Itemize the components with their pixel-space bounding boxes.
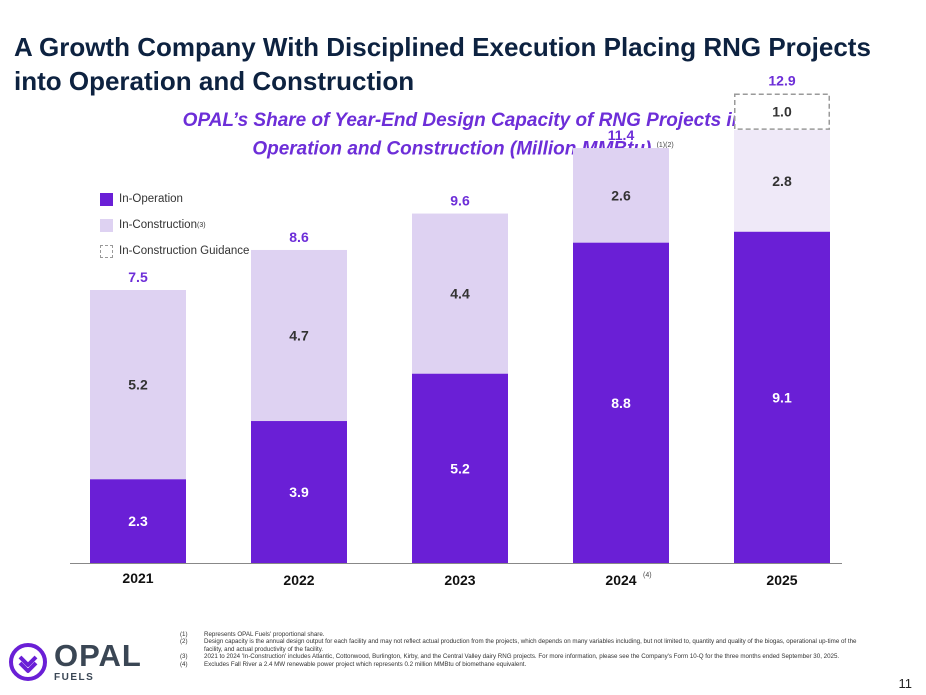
data-label-construction-2025: 2.8 <box>772 173 792 189</box>
data-label-guidance-2025: 1.0 <box>772 104 792 120</box>
footnote-number: (1) <box>180 631 188 638</box>
total-label-2023: 9.6 <box>450 193 470 209</box>
footnote-text: 2021 to 2024 'In-Construction' includes … <box>204 653 840 661</box>
footnote-4: (4) Excludes Fall River a 2.4 MW renewabl… <box>180 661 870 668</box>
bar-in-operation-2024 <box>573 242 669 563</box>
data-label-construction-2021: 5.2 <box>128 377 148 393</box>
x-tick-label-2024: 2024 <box>605 572 636 588</box>
bar-in-operation-2023 <box>412 373 508 563</box>
legend-swatch-guidance <box>100 244 113 258</box>
bar-in-construction-2022 <box>251 249 347 422</box>
legend-label-guidance: In-Construction Guidance <box>119 245 250 257</box>
data-label-operation-2024: 8.8 <box>611 395 631 411</box>
subtitle-footnote-refs: (1)(2) <box>656 142 674 149</box>
opal-logo-icon <box>9 643 47 681</box>
page-title: A Growth Company With Disciplined Execut… <box>14 32 871 96</box>
footnote-text: Represents OPAL Fuels' proportional shar… <box>204 631 325 638</box>
legend-construction-footnote: (3) <box>196 221 206 229</box>
legend-label-construction: In-Construction <box>119 219 197 231</box>
x-tick-label-2022: 2022 <box>283 572 314 588</box>
data-label-operation-2023: 5.2 <box>450 460 470 476</box>
logo-wordmark: OPAL <box>54 638 142 673</box>
footnote-1: (1) Represents OPAL Fuels' proportional s… <box>180 631 870 638</box>
data-label-operation-2021: 2.3 <box>128 513 148 529</box>
footnote-number: (4) <box>180 660 188 668</box>
subtitle-line-2: Operation and Construction (Million MMBt… <box>252 138 652 160</box>
bar-guidance-2025 <box>734 93 830 130</box>
data-label-construction-2022: 4.7 <box>289 328 309 344</box>
footnote-text: Excludes Fall River a 2.4 MW renewable p… <box>204 660 527 668</box>
bar-in-construction-2024 <box>573 148 669 243</box>
footnote-text: Design capacity is the annual design out… <box>204 638 857 653</box>
x-tick-label-2021: 2021 <box>122 570 153 586</box>
x-tick-label-2023: 2023 <box>444 572 475 588</box>
legend-item-operation: In-Operation <box>100 186 249 212</box>
total-label-2025: 12.9 <box>768 72 795 88</box>
bar-in-operation-2022 <box>251 421 347 563</box>
bar-in-construction-2023 <box>412 213 508 374</box>
bar-in-construction-2025 <box>734 129 830 232</box>
legend-item-guidance: In-Construction Guidance <box>100 238 249 264</box>
x-tick-footnote-2024: (4) <box>643 572 652 579</box>
total-label-2022: 8.6 <box>289 229 309 245</box>
footnote-number: (2) <box>180 638 188 646</box>
bar-in-operation-2025 <box>734 231 830 563</box>
bar-in-operation-2021 <box>90 479 186 563</box>
chart-legend: In-Operation In-Construction (3) In-Const… <box>100 186 249 264</box>
total-label-2021: 7.5 <box>128 269 148 285</box>
page-number: 11 <box>898 676 913 691</box>
legend-label-operation: In-Operation <box>119 193 183 205</box>
data-label-construction-2024: 2.6 <box>611 187 631 203</box>
total-label-2024: 11.4 <box>608 127 635 143</box>
data-label-operation-2025: 9.1 <box>772 389 792 405</box>
logo-subtext: FUELS <box>54 672 95 683</box>
legend-swatch-operation <box>100 192 113 206</box>
subtitle-line-1: OPAL’s Share of Year-End Design Capacity… <box>182 110 744 131</box>
chart-subtitle: OPAL’s Share of Year-End Design Capacity… <box>0 108 926 161</box>
footnote-3: (3) 2021 to 2024 'In-Construction' includ… <box>180 653 870 660</box>
footnote-number: (3) <box>180 653 188 661</box>
data-label-construction-2023: 4.4 <box>450 286 470 302</box>
data-label-operation-2022: 3.9 <box>289 484 309 500</box>
footnote-2: (2) Design capacity is the annual design … <box>180 638 870 653</box>
legend-item-construction: In-Construction (3) <box>100 212 249 238</box>
bar-in-construction-2021 <box>90 290 186 480</box>
company-logo: OPAL FUELS <box>8 638 142 683</box>
x-tick-label-2025: 2025 <box>766 572 797 588</box>
footnotes: (1) Represents OPAL Fuels' proportional s… <box>180 631 870 668</box>
legend-swatch-construction <box>100 218 113 232</box>
